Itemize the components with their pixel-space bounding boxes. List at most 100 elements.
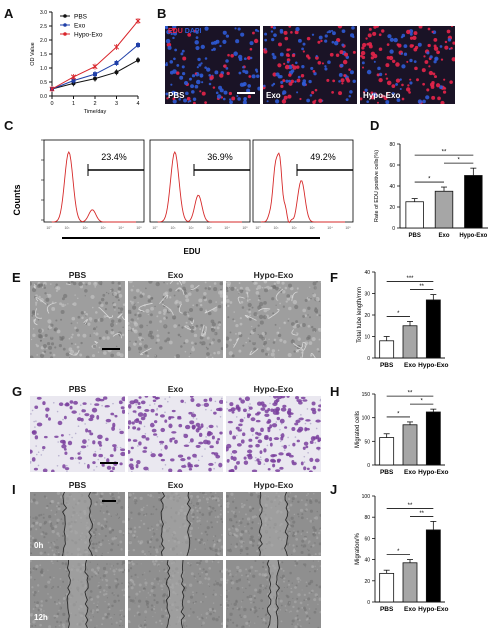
texture-dot (315, 297, 320, 302)
texture-dot (192, 304, 195, 307)
membrane-pore (303, 455, 306, 458)
tube-branch (34, 308, 43, 319)
panel-label-f: F (330, 270, 338, 285)
membrane-pore (251, 434, 254, 436)
texture-dot (56, 329, 61, 334)
membrane-pore (269, 396, 271, 397)
texture-dot (235, 599, 238, 602)
texture-dot (105, 592, 108, 596)
texture-dot (296, 560, 299, 562)
edu-nucleus (291, 64, 294, 67)
texture-dot (130, 575, 133, 578)
edu-nucleus (332, 79, 336, 83)
texture-dot (249, 314, 252, 317)
texture-dot (297, 607, 300, 610)
migrated-cell (232, 435, 236, 440)
texture-dot (108, 585, 111, 589)
texture-dot (104, 600, 106, 603)
texture-dot (129, 598, 133, 602)
texture-dot (198, 506, 202, 510)
texture-dot (241, 306, 245, 309)
texture-dot (238, 524, 240, 527)
edu-nucleus (409, 44, 414, 48)
texture-dot (199, 307, 203, 312)
migrated-cell (128, 463, 134, 468)
tube-branch (302, 342, 307, 352)
tube-image-exo (128, 281, 223, 358)
texture-dot (42, 516, 45, 519)
dapi-nucleus (393, 37, 398, 43)
migrated-cell (272, 402, 278, 407)
texture-dot (96, 604, 99, 607)
texture-dot (128, 281, 133, 284)
y-axis-label: Migrated cells (355, 411, 361, 448)
texture-dot (92, 554, 94, 556)
migrated-cell (87, 429, 92, 433)
texture-dot (208, 585, 210, 588)
edu-nucleus (284, 36, 289, 41)
texture-dot (49, 522, 53, 525)
texture-dot (239, 532, 243, 537)
texture-dot (134, 340, 138, 343)
texture-dot (160, 622, 163, 625)
migrated-cell (189, 396, 194, 398)
dapi-nucleus (351, 26, 355, 30)
time-label-12h: 12h (34, 613, 48, 622)
texture-dot (54, 513, 57, 516)
texture-dot (39, 551, 43, 555)
migrated-cell (283, 444, 287, 449)
texture-dot (233, 602, 237, 606)
texture-dot (50, 336, 54, 340)
texture-dot (308, 617, 311, 620)
wound-edge (62, 492, 68, 556)
edu-nucleus (252, 31, 255, 35)
edu-image-pbs: EDU DAPI PBS (165, 26, 260, 104)
membrane-pore (119, 428, 121, 431)
tube-branch (35, 297, 47, 305)
edu-nucleus (278, 42, 282, 47)
texture-dot (210, 521, 213, 524)
category-label: PBS (380, 469, 394, 476)
wound-edge (186, 492, 191, 556)
texture-dot (314, 516, 319, 520)
texture-dot (144, 553, 146, 555)
edu-nucleus (413, 47, 418, 52)
texture-dot (134, 536, 136, 539)
texture-dot (318, 338, 321, 341)
texture-dot (32, 620, 36, 624)
texture-dot (280, 567, 283, 570)
texture-dot (35, 568, 38, 570)
texture-dot (245, 574, 248, 576)
texture-dot (52, 353, 56, 357)
dapi-nucleus (366, 69, 372, 75)
texture-dot (292, 605, 295, 609)
texture-dot (158, 521, 160, 523)
migrated-cell (159, 414, 165, 418)
texture-dot (308, 341, 313, 345)
dapi-nucleus (165, 38, 171, 44)
texture-dot (240, 545, 243, 548)
texture-dot (286, 586, 288, 588)
texture-dot (274, 323, 277, 326)
texture-dot (220, 518, 223, 521)
migrated-cell (168, 416, 172, 421)
texture-dot (202, 593, 205, 595)
migrated-cell (309, 440, 314, 444)
edu-nucleus (370, 51, 376, 57)
texture-dot (49, 546, 52, 549)
texture-dot (108, 542, 110, 545)
tube-branch (204, 306, 218, 314)
texture-dot (226, 604, 230, 607)
texture-dot (296, 597, 299, 600)
edu-nucleus (437, 96, 441, 101)
category-label: PBS (380, 606, 394, 613)
texture-dot (133, 296, 137, 300)
texture-dot (281, 574, 285, 578)
texture-dot (302, 315, 306, 318)
texture-dot (188, 583, 193, 587)
texture-dot (51, 549, 54, 552)
texture-dot (94, 528, 98, 531)
texture-dot (288, 602, 291, 604)
texture-dot (242, 289, 244, 292)
migrated-cell (236, 461, 240, 465)
